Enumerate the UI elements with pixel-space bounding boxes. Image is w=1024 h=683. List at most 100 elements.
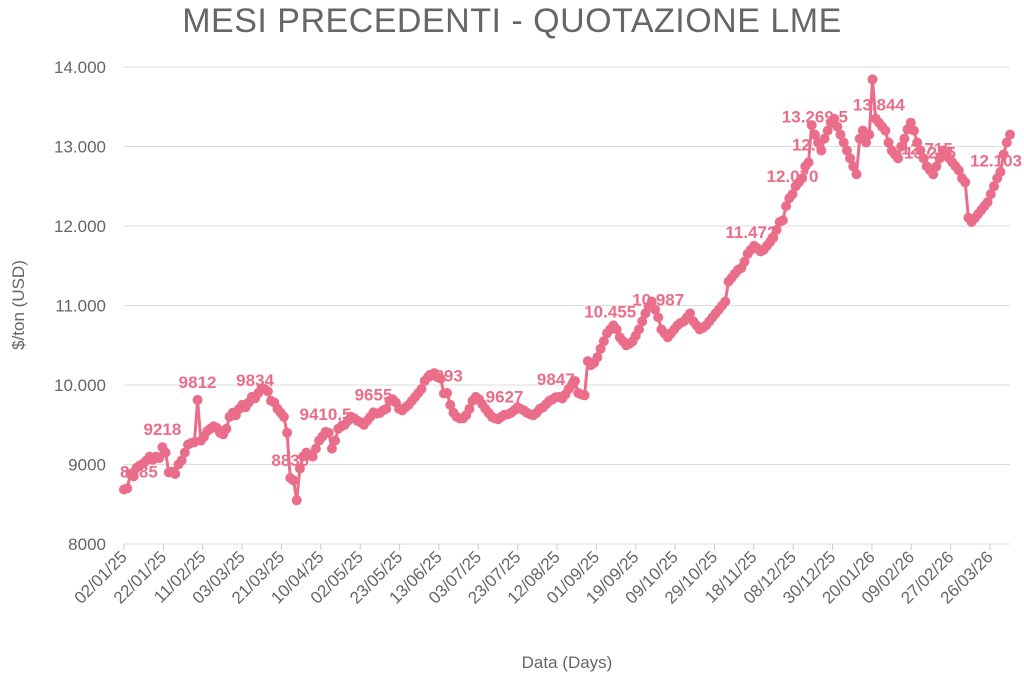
data-point[interactable] — [848, 161, 859, 172]
y-tick-label: 14.000 — [54, 58, 106, 77]
y-axis-title: $/ton (USD) — [9, 260, 28, 350]
data-point[interactable] — [416, 384, 427, 394]
data-point[interactable] — [960, 177, 971, 188]
data-point[interactable] — [653, 312, 664, 323]
data-point[interactable] — [832, 121, 843, 132]
data-point[interactable] — [442, 388, 453, 398]
data-label: 13.269,5 — [782, 108, 848, 127]
data-point[interactable] — [445, 399, 456, 410]
data-point[interactable] — [915, 145, 926, 156]
data-point[interactable] — [307, 451, 318, 462]
series-line — [123, 77, 1012, 502]
y-tick-label: 8000 — [68, 535, 106, 554]
data-point[interactable] — [893, 153, 904, 164]
data-point[interactable] — [570, 376, 580, 386]
data-point[interactable] — [896, 141, 907, 152]
data-point[interactable] — [835, 129, 846, 140]
data-point[interactable] — [998, 149, 1009, 160]
data-point[interactable] — [176, 455, 187, 466]
data-point[interactable] — [771, 225, 782, 235]
data-point[interactable] — [841, 145, 852, 156]
data-point[interactable] — [982, 197, 993, 208]
data-point[interactable] — [294, 463, 305, 474]
data-point[interactable] — [646, 296, 657, 307]
data-point[interactable] — [880, 125, 891, 136]
data-point[interactable] — [170, 469, 181, 479]
data-point[interactable] — [650, 304, 660, 315]
data-point[interactable] — [221, 423, 232, 434]
data-point[interactable] — [803, 157, 814, 168]
data-point[interactable] — [291, 495, 302, 506]
data-point[interactable] — [685, 308, 696, 319]
data-point[interactable] — [777, 215, 788, 226]
data-point[interactable] — [829, 113, 840, 124]
data-point[interactable] — [845, 153, 856, 164]
data-point[interactable] — [739, 256, 750, 267]
data-point[interactable] — [330, 435, 341, 446]
data-point[interactable] — [864, 129, 875, 140]
data-point[interactable] — [323, 427, 334, 438]
data-label: 12.715 — [901, 139, 953, 158]
data-point[interactable] — [816, 145, 827, 156]
data-point[interactable] — [867, 74, 878, 85]
data-point[interactable] — [995, 166, 1006, 177]
data-point[interactable] — [899, 133, 910, 144]
data-point[interactable] — [598, 336, 609, 347]
data-point[interactable] — [989, 181, 999, 192]
data-point[interactable] — [282, 427, 293, 438]
data-point[interactable] — [720, 296, 731, 307]
data-label: 9627 — [486, 388, 524, 407]
data-point[interactable] — [918, 153, 929, 164]
data-label: 12.690 — [970, 0, 1022, 4]
data-point[interactable] — [797, 173, 808, 184]
data-point[interactable] — [883, 137, 894, 148]
data-point[interactable] — [288, 475, 299, 486]
x-axis-title: Data (Days) — [522, 653, 613, 672]
data-point[interactable] — [122, 483, 133, 494]
data-point[interactable] — [637, 316, 648, 327]
data-point[interactable] — [851, 169, 862, 180]
y-tick-label: 12.000 — [54, 217, 106, 236]
data-point[interactable] — [819, 133, 830, 144]
y-tick-label: 13.000 — [54, 138, 106, 157]
data-point[interactable] — [326, 443, 337, 454]
data-point[interactable] — [953, 165, 964, 176]
data-point[interactable] — [1005, 129, 1015, 140]
data-point[interactable] — [861, 137, 872, 148]
data-point[interactable] — [822, 125, 833, 136]
data-point[interactable] — [381, 403, 392, 414]
data-point[interactable] — [579, 390, 590, 401]
data-point[interactable] — [787, 189, 798, 200]
data-label: 9655 — [355, 385, 393, 404]
data-point[interactable] — [781, 201, 792, 212]
data-point[interactable] — [809, 129, 820, 140]
data-point[interactable] — [595, 343, 606, 354]
data-label: 12.070 — [767, 167, 819, 186]
data-point[interactable] — [464, 403, 475, 414]
data-point[interactable] — [634, 324, 644, 335]
data-point[interactable] — [838, 137, 849, 148]
data-point[interactable] — [905, 117, 916, 128]
data-point[interactable] — [611, 324, 622, 335]
data-point[interactable] — [160, 447, 171, 458]
data-point[interactable] — [192, 394, 203, 405]
x-axis-ticks: 02/01/2522/01/2511/02/2503/03/2521/03/25… — [71, 544, 997, 608]
data-point[interactable] — [278, 411, 289, 422]
data-point[interactable] — [912, 137, 923, 148]
data-point[interactable] — [806, 120, 817, 131]
data-point[interactable] — [768, 232, 779, 243]
data-point[interactable] — [931, 161, 942, 172]
data-point[interactable] — [928, 169, 939, 180]
data-point[interactable] — [128, 471, 139, 482]
data-point[interactable] — [262, 386, 273, 397]
data-point[interactable] — [179, 447, 190, 458]
data-point[interactable] — [1001, 137, 1012, 148]
data-label: 8685 — [120, 463, 158, 482]
data-point[interactable] — [435, 373, 446, 384]
data-point[interactable] — [310, 443, 321, 454]
data-point[interactable] — [909, 125, 919, 136]
data-point[interactable] — [592, 352, 603, 363]
y-tick-label: 10.000 — [54, 376, 106, 395]
data-point[interactable] — [985, 189, 996, 200]
